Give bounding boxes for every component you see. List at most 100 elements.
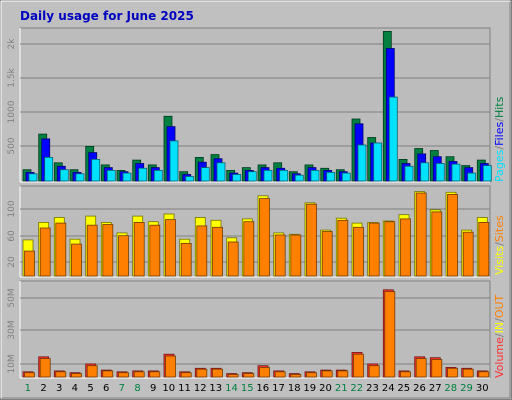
bar-in-day-26 bbox=[415, 358, 427, 378]
bar-in-day-17 bbox=[274, 371, 286, 378]
bar-sites-day-19 bbox=[306, 203, 317, 277]
bar-pages-day-21 bbox=[341, 172, 351, 182]
bar-pages-day-10 bbox=[169, 140, 179, 182]
bar-in-day-12 bbox=[196, 368, 208, 378]
bar-sites-day-18 bbox=[290, 234, 302, 277]
bar-pages-day-2 bbox=[44, 156, 54, 182]
day-label-4: 4 bbox=[72, 383, 78, 394]
bar-pages-day-23 bbox=[373, 142, 383, 182]
bar-in-day-19 bbox=[306, 372, 317, 378]
day-label-1: 1 bbox=[25, 383, 31, 394]
day-label-23: 23 bbox=[366, 383, 379, 394]
bar-in-day-22 bbox=[353, 353, 364, 378]
bar-pages-day-22 bbox=[357, 144, 367, 182]
bar-sites-day-4 bbox=[71, 243, 82, 277]
legend-sep-pages-files: / bbox=[493, 146, 506, 150]
bar-in-day-2 bbox=[39, 358, 51, 378]
legend-sep-files-hits: / bbox=[493, 118, 506, 122]
bar-pages-day-9 bbox=[153, 169, 163, 182]
bar-in-day-14 bbox=[227, 374, 239, 378]
bar-in-day-6 bbox=[102, 370, 114, 378]
bar-in-day-29 bbox=[462, 368, 474, 378]
bar-in-day-20 bbox=[321, 370, 333, 378]
series-sites bbox=[24, 192, 490, 277]
bar-in-day-11 bbox=[180, 372, 192, 378]
bar-in-day-5 bbox=[86, 365, 98, 378]
bar-sites-day-3 bbox=[55, 222, 67, 277]
bar-sites-day-5 bbox=[86, 224, 98, 277]
bar-sites-day-2 bbox=[39, 227, 51, 277]
day-label-19: 19 bbox=[303, 383, 316, 394]
series-in bbox=[24, 291, 490, 378]
bar-sites-day-30 bbox=[478, 221, 490, 277]
bar-in-day-25 bbox=[400, 371, 411, 378]
bar-sites-day-1 bbox=[24, 250, 35, 277]
bar-in-day-1 bbox=[24, 372, 35, 378]
bar-pages-day-12 bbox=[200, 167, 210, 182]
series-pages bbox=[28, 96, 492, 182]
day-label-17: 17 bbox=[272, 383, 285, 394]
bar-pages-day-4 bbox=[75, 173, 85, 182]
bar-sites-day-21 bbox=[337, 219, 349, 277]
bar-pages-day-11 bbox=[185, 176, 195, 182]
day-label-28: 28 bbox=[444, 383, 457, 394]
chart-title: Daily usage for June 2025 bbox=[20, 9, 194, 23]
legend-sep-visits-sites: / bbox=[493, 242, 506, 246]
bar-sites-day-16 bbox=[259, 198, 270, 277]
bar-sites-day-14 bbox=[227, 241, 239, 277]
bar-sites-day-10 bbox=[165, 219, 176, 277]
day-axis-labels: 1 2 3 4 5 6 7 8 9 10 11 12 13 14 15 16 17 18 19 20 21 22 23 24 2… bbox=[25, 383, 489, 394]
bar-sites-day-15 bbox=[243, 221, 255, 277]
day-label-3: 3 bbox=[56, 383, 62, 394]
bar-pages-day-7 bbox=[122, 172, 132, 182]
bar-in-day-27 bbox=[431, 359, 443, 378]
bar-sites-day-9 bbox=[149, 224, 161, 277]
bar-pages-day-24 bbox=[388, 96, 398, 182]
legend-sep-in-out: / bbox=[493, 318, 506, 322]
bar-sites-day-7 bbox=[118, 235, 129, 277]
day-label-16: 16 bbox=[256, 383, 269, 394]
legend-pages: Pages bbox=[493, 149, 506, 182]
day-label-10: 10 bbox=[162, 383, 175, 394]
bar-sites-day-24 bbox=[384, 221, 396, 277]
day-label-30: 30 bbox=[476, 383, 489, 394]
panel-hits-files-pages: 500 1000 1.5k 2k bbox=[7, 27, 492, 183]
bar-pages-day-15 bbox=[247, 171, 257, 182]
bar-in-day-4 bbox=[71, 373, 82, 378]
y-tick-label: 1000 bbox=[7, 100, 17, 123]
bar-in-day-9 bbox=[149, 371, 161, 378]
day-label-29: 29 bbox=[460, 383, 473, 394]
day-label-8: 8 bbox=[134, 383, 140, 394]
day-label-14: 14 bbox=[225, 383, 238, 394]
bar-pages-day-27 bbox=[435, 163, 445, 182]
legend-top: Pages/Files/Hits bbox=[493, 96, 506, 182]
y-tick-label: 500 bbox=[7, 137, 17, 154]
legend-sep-volume-in: / bbox=[493, 333, 506, 337]
day-label-7: 7 bbox=[119, 383, 125, 394]
bar-sites-day-26 bbox=[415, 192, 427, 277]
bar-pages-day-8 bbox=[138, 167, 148, 182]
day-label-25: 25 bbox=[397, 383, 410, 394]
legend-visits: Visits bbox=[493, 246, 506, 275]
bar-pages-day-1 bbox=[28, 173, 38, 182]
bar-in-day-7 bbox=[118, 372, 129, 378]
legend-bottom: Volume/IN/OUT bbox=[493, 294, 506, 378]
day-label-6: 6 bbox=[103, 383, 109, 394]
bar-sites-day-28 bbox=[447, 193, 458, 277]
bar-sites-day-6 bbox=[102, 224, 114, 277]
legend-hits: Hits bbox=[493, 96, 506, 118]
legend-files: Files bbox=[493, 121, 506, 145]
bar-pages-day-17 bbox=[279, 169, 289, 182]
legend-out: OUT bbox=[493, 294, 506, 318]
bar-pages-day-26 bbox=[420, 162, 430, 182]
day-label-26: 26 bbox=[413, 383, 426, 394]
bar-pages-day-16 bbox=[263, 169, 273, 182]
bar-in-day-23 bbox=[368, 365, 380, 378]
bar-sites-day-27 bbox=[431, 211, 443, 277]
bar-sites-day-29 bbox=[462, 231, 474, 277]
panel-visits-sites: 20 60 100 bbox=[7, 185, 491, 278]
bar-pages-day-20 bbox=[326, 171, 336, 182]
day-label-13: 13 bbox=[209, 383, 222, 394]
y-tick-label: 2k bbox=[7, 38, 17, 50]
bar-in-day-15 bbox=[243, 373, 255, 378]
